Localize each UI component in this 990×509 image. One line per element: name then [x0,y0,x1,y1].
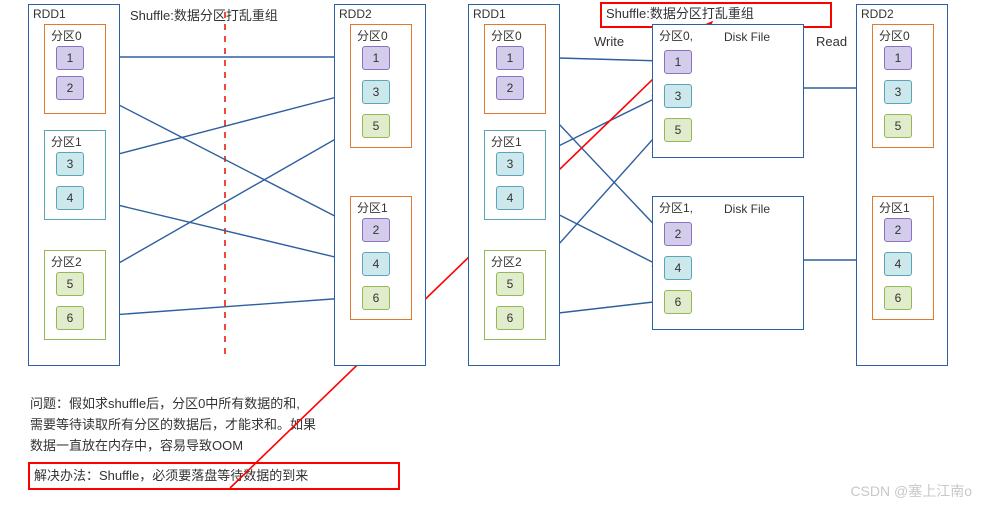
shuffle-title-right: Shuffle:数据分区打乱重组 [606,4,754,25]
disk-file-label: Disk File [724,28,770,47]
partition-label: 分区1, [659,199,693,216]
rdd-label: RDD2 [861,7,894,21]
solution-text: 解决办法：Shuffle，必须要落盘等待数据的到来 [34,466,308,487]
watermark: CSDN @塞上江南o [850,481,972,501]
partition-label: 分区0 [879,27,910,44]
data-item: 4 [664,256,692,280]
data-item: 1 [496,46,524,70]
data-item: 1 [664,50,692,74]
data-item: 6 [56,306,84,330]
problem-text: 问题：假如求shuffle后，分区0中所有数据的和, 需要等待读取所有分区的数据… [30,394,390,456]
partition-label: 分区1 [357,199,388,216]
read-label: Read [816,32,847,53]
rdd-label: RDD1 [473,7,506,21]
rdd-label: RDD1 [33,7,66,21]
partition-label: 分区0 [51,27,82,44]
partition-label: 分区0 [491,27,522,44]
data-item: 4 [884,252,912,276]
data-item: 4 [496,186,524,210]
partition-label: 分区2 [491,253,522,270]
data-item: 1 [362,46,390,70]
data-item: 2 [362,218,390,242]
partition-label: 分区1 [879,199,910,216]
write-label: Write [594,32,624,53]
data-item: 3 [664,84,692,108]
partition-label: 分区2 [51,253,82,270]
data-item: 2 [496,76,524,100]
data-item: 6 [664,290,692,314]
partition-label: 分区0 [357,27,388,44]
rdd-label: RDD2 [339,7,372,21]
data-item: 6 [496,306,524,330]
disk-file-label: Disk File [724,200,770,219]
partition-label: 分区0, [659,27,693,44]
data-item: 6 [362,286,390,310]
partition-label: 分区1 [51,133,82,150]
data-item: 3 [56,152,84,176]
data-item: 1 [884,46,912,70]
data-item: 5 [664,118,692,142]
data-item: 2 [56,76,84,100]
data-item: 4 [56,186,84,210]
data-item: 5 [56,272,84,296]
data-item: 3 [496,152,524,176]
data-item: 2 [884,218,912,242]
data-item: 6 [884,286,912,310]
shuffle-title-left: Shuffle:数据分区打乱重组 [130,6,278,27]
data-item: 5 [496,272,524,296]
data-item: 4 [362,252,390,276]
data-item: 5 [362,114,390,138]
partition-label: 分区1 [491,133,522,150]
data-item: 5 [884,114,912,138]
data-item: 3 [884,80,912,104]
data-item: 2 [664,222,692,246]
data-item: 3 [362,80,390,104]
data-item: 1 [56,46,84,70]
